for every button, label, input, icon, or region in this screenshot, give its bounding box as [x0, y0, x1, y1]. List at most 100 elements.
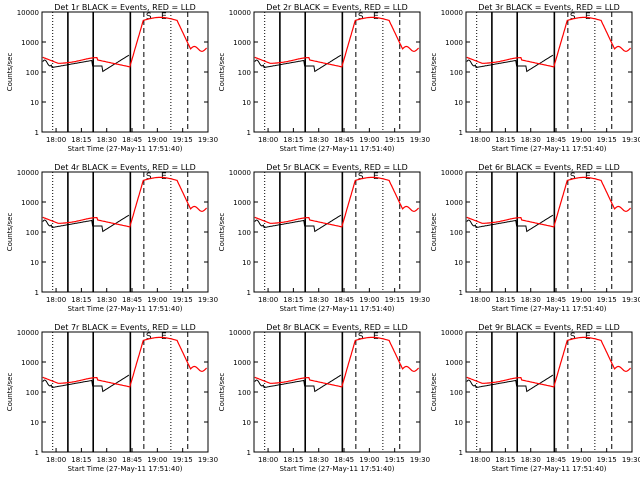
- y-tick-label: 10000: [17, 329, 39, 337]
- chart-title: Det 5r BLACK = Events, RED = LLD: [266, 163, 408, 172]
- y-tick-label: 1000: [445, 199, 463, 207]
- y-axis-label: Counts/sec: [218, 53, 226, 92]
- y-tick-label: 1: [247, 129, 251, 137]
- plot-frame: [465, 331, 633, 453]
- x-axis-label: Start Time (27-May-11 17:51:40): [279, 305, 394, 313]
- marker-s-label: S: [570, 12, 576, 22]
- x-tick-label: 19:15: [597, 456, 617, 464]
- x-tick-label: 19:30: [410, 456, 430, 464]
- x-tick-label: 18:30: [521, 296, 541, 304]
- x-tick-label: 19:00: [359, 296, 379, 304]
- marker-s-label: S: [146, 332, 152, 342]
- series-events: [42, 374, 130, 393]
- x-tick-label: 18:45: [334, 296, 354, 304]
- y-tick-label: 10: [454, 419, 463, 427]
- x-tick-label: 18:45: [546, 296, 566, 304]
- y-tick-label: 1: [247, 449, 251, 457]
- plot-frame: [253, 171, 421, 293]
- marker-s-label: S: [358, 332, 364, 342]
- x-tick-label: 18:30: [309, 296, 329, 304]
- x-tick-label: 19:15: [385, 136, 405, 144]
- series-lld: [42, 176, 208, 228]
- x-tick-label: 19:00: [571, 136, 591, 144]
- y-tick-label: 10000: [441, 329, 463, 337]
- x-axis-label: Start Time (27-May-11 17:51:40): [67, 145, 182, 153]
- y-tick-label: 10000: [17, 9, 39, 17]
- x-tick-label: 19:15: [173, 136, 193, 144]
- x-tick-label: 18:00: [470, 136, 490, 144]
- y-tick-label: 10000: [441, 9, 463, 17]
- chart-title: Det 3r BLACK = Events, RED = LLD: [478, 3, 620, 12]
- y-tick-label: 10: [242, 259, 251, 267]
- x-tick-label: 18:00: [46, 456, 66, 464]
- x-tick-label: 19:30: [622, 296, 640, 304]
- y-tick-label: 1000: [21, 359, 39, 367]
- x-tick-label: 18:15: [71, 136, 91, 144]
- y-tick-label: 1: [459, 449, 463, 457]
- x-tick-label: 19:30: [410, 296, 430, 304]
- chart-title: Det 8r BLACK = Events, RED = LLD: [266, 323, 408, 332]
- series-lld: [254, 16, 420, 68]
- x-tick-label: 18:15: [495, 296, 515, 304]
- x-tick-label: 18:00: [258, 296, 278, 304]
- y-tick-label: 1: [35, 449, 39, 457]
- marker-s-label: S: [358, 172, 364, 182]
- plot-frame: [41, 11, 209, 133]
- x-tick-label: 18:15: [71, 296, 91, 304]
- x-tick-label: 18:45: [122, 136, 142, 144]
- chart-title: Det 1r BLACK = Events, RED = LLD: [54, 3, 196, 12]
- x-tick-label: 19:00: [571, 296, 591, 304]
- y-tick-label: 100: [450, 69, 463, 77]
- chart-title: Det 4r BLACK = Events, RED = LLD: [54, 163, 196, 172]
- series-lld: [42, 16, 208, 68]
- x-tick-label: 18:00: [258, 456, 278, 464]
- y-axis-label: Counts/sec: [430, 213, 438, 252]
- x-tick-label: 18:45: [122, 296, 142, 304]
- chart-title: Det 6r BLACK = Events, RED = LLD: [478, 163, 620, 172]
- x-tick-label: 18:00: [470, 296, 490, 304]
- y-tick-label: 1000: [445, 359, 463, 367]
- y-axis-label: Counts/sec: [218, 213, 226, 252]
- x-tick-label: 18:45: [546, 456, 566, 464]
- x-tick-label: 19:15: [173, 456, 193, 464]
- y-tick-label: 10: [30, 99, 39, 107]
- x-axis-label: Start Time (27-May-11 17:51:40): [491, 145, 606, 153]
- y-tick-label: 10: [454, 259, 463, 267]
- y-tick-label: 1000: [233, 359, 251, 367]
- y-tick-label: 1000: [21, 199, 39, 207]
- x-tick-label: 18:30: [521, 136, 541, 144]
- x-tick-label: 18:00: [258, 136, 278, 144]
- chart-title: Det 7r BLACK = Events, RED = LLD: [54, 323, 196, 332]
- plot-frame: [253, 331, 421, 453]
- x-tick-label: 18:30: [309, 456, 329, 464]
- series-lld: [254, 336, 420, 388]
- y-tick-label: 10: [454, 99, 463, 107]
- marker-s-label: S: [570, 172, 576, 182]
- series-lld: [466, 336, 632, 388]
- y-tick-label: 10000: [441, 169, 463, 177]
- x-tick-label: 19:30: [410, 136, 430, 144]
- x-tick-label: 19:30: [198, 456, 218, 464]
- series-events: [42, 214, 130, 233]
- y-tick-label: 1: [459, 289, 463, 297]
- y-tick-label: 1000: [233, 199, 251, 207]
- x-tick-label: 19:15: [597, 136, 617, 144]
- y-tick-label: 10: [242, 419, 251, 427]
- y-tick-label: 100: [238, 69, 251, 77]
- y-tick-label: 10000: [17, 169, 39, 177]
- y-tick-label: 1: [459, 129, 463, 137]
- y-tick-label: 10: [30, 419, 39, 427]
- x-tick-label: 18:30: [97, 296, 117, 304]
- series-events: [254, 214, 342, 233]
- y-axis-label: Counts/sec: [6, 53, 14, 92]
- x-tick-label: 18:30: [97, 456, 117, 464]
- x-tick-label: 19:00: [359, 136, 379, 144]
- y-tick-label: 1000: [233, 39, 251, 47]
- series-lld: [254, 176, 420, 228]
